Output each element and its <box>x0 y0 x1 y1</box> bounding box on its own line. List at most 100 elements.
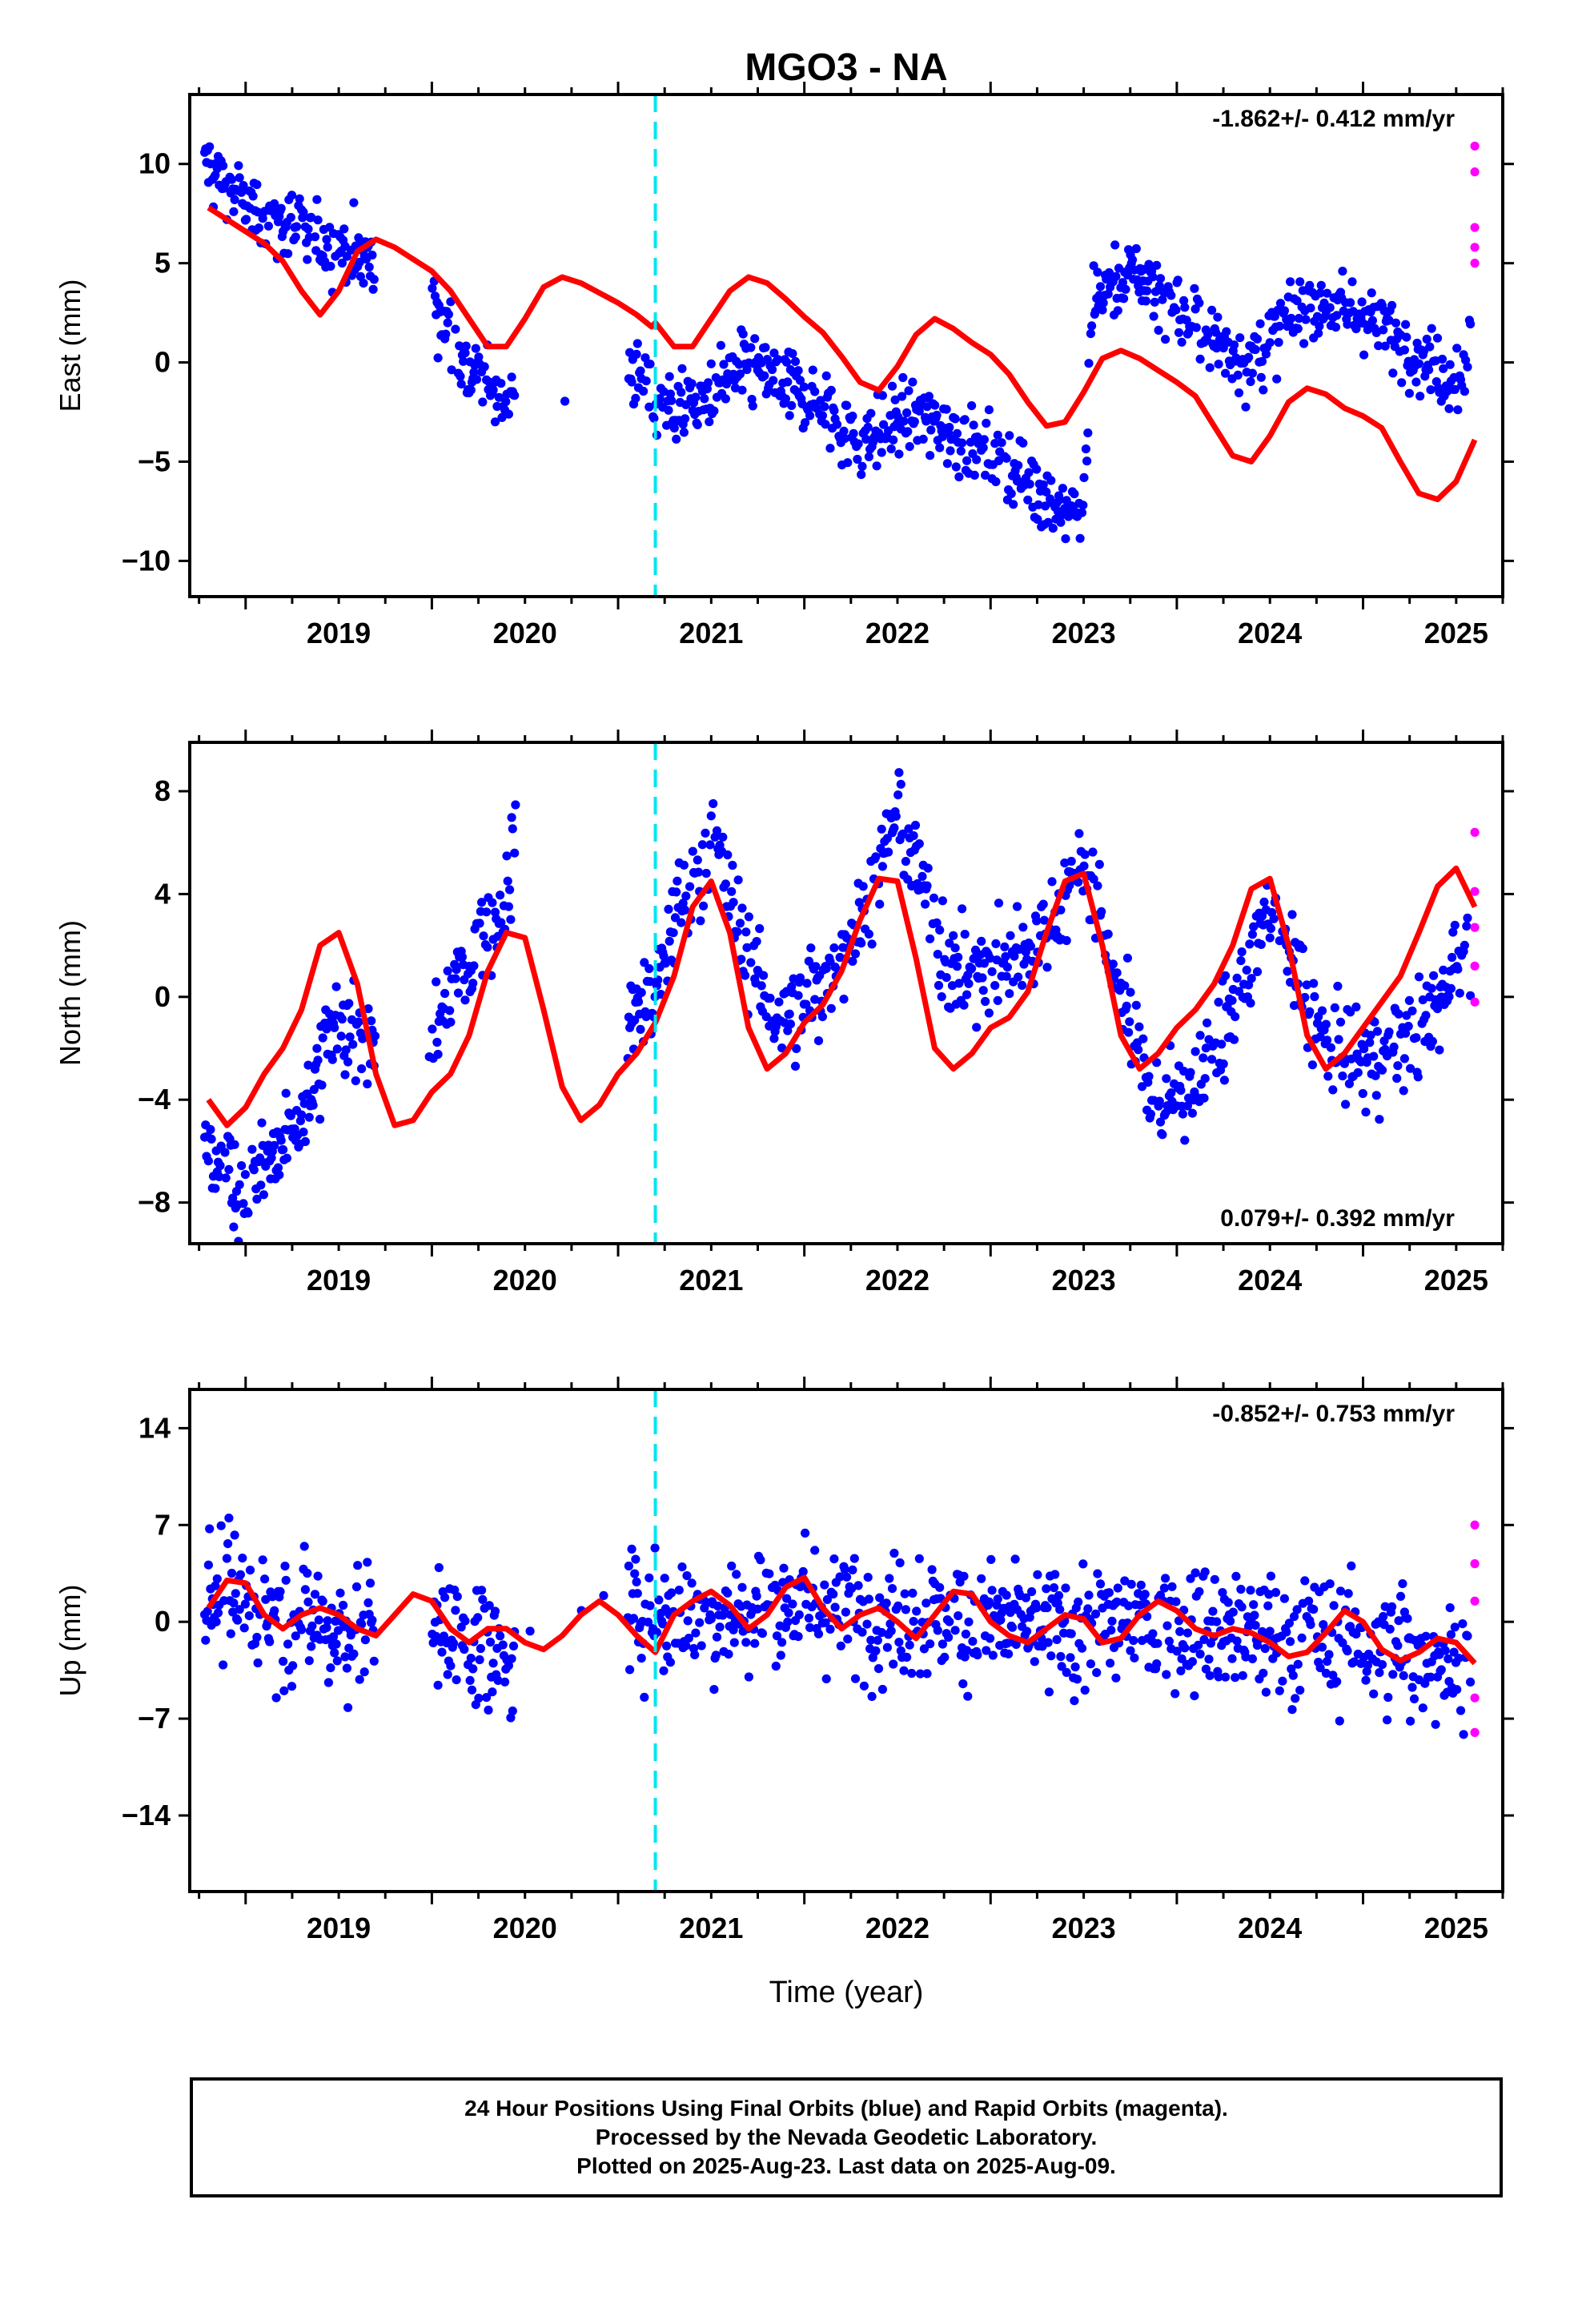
final-orbit-point <box>363 1598 373 1607</box>
final-orbit-point <box>978 986 988 995</box>
final-orbit-point <box>312 1043 322 1053</box>
final-orbit-point <box>1314 328 1323 338</box>
final-orbit-point <box>1300 1576 1310 1586</box>
final-orbit-point <box>630 1015 640 1025</box>
final-orbit-point <box>962 990 972 999</box>
final-orbit-point <box>733 875 743 885</box>
final-orbit-point <box>1213 312 1223 322</box>
final-orbit-point <box>258 1555 267 1565</box>
final-orbit-point <box>742 943 752 952</box>
final-orbit-point <box>1079 861 1089 870</box>
final-orbit-point <box>354 1017 363 1027</box>
rapid-orbit-point <box>1470 1727 1480 1737</box>
final-orbit-point <box>821 1618 830 1627</box>
final-orbit-point <box>1199 1053 1208 1063</box>
final-orbit-point <box>967 401 977 411</box>
final-orbit-point <box>1399 1086 1408 1096</box>
final-orbit-point <box>243 1208 253 1218</box>
final-orbit-point <box>750 334 760 344</box>
final-orbit-point <box>839 995 849 1004</box>
final-orbit-point <box>1141 296 1150 306</box>
final-orbit-point <box>1444 404 1454 413</box>
final-orbit-point <box>1152 1659 1162 1669</box>
final-orbit-point <box>918 434 928 444</box>
final-orbit-point <box>332 1656 342 1666</box>
final-orbit-point <box>440 988 450 999</box>
final-orbit-point <box>1255 319 1265 328</box>
final-orbit-point <box>207 1134 216 1144</box>
final-orbit-point <box>1295 277 1305 287</box>
final-orbit-point <box>503 876 512 886</box>
final-orbit-point <box>798 1566 808 1577</box>
final-orbit-point <box>253 207 263 217</box>
final-orbit-point <box>1106 1626 1116 1635</box>
final-orbit-point <box>599 1590 608 1600</box>
final-orbit-point <box>1450 1622 1460 1632</box>
final-orbit-point <box>1049 1583 1059 1593</box>
final-orbit-point <box>1103 929 1113 939</box>
final-orbit-point <box>1042 487 1051 497</box>
final-orbit-point <box>1191 1047 1200 1056</box>
final-orbit-point <box>639 386 648 396</box>
final-orbit-point <box>907 1668 917 1679</box>
final-orbit-point <box>446 1661 456 1671</box>
y-axis-label: North (mm) <box>54 920 86 1066</box>
final-orbit-point <box>1146 1109 1155 1119</box>
final-orbit-point <box>1218 1588 1227 1598</box>
final-orbit-point <box>1046 1651 1056 1661</box>
final-orbit-point <box>935 1582 945 1592</box>
final-orbit-point <box>723 1588 733 1598</box>
final-orbit-point <box>810 387 820 396</box>
final-orbit-point <box>645 360 655 369</box>
final-orbit-point <box>1402 332 1411 342</box>
final-orbit-point <box>1221 971 1231 980</box>
final-orbit-point <box>732 1570 741 1579</box>
final-orbit-point <box>507 813 516 822</box>
final-orbit-point <box>669 928 678 938</box>
final-orbit-point <box>1048 524 1058 533</box>
final-orbit-point <box>1070 1662 1080 1672</box>
final-orbit-point <box>1366 1031 1375 1040</box>
final-orbit-point <box>1025 480 1034 489</box>
final-orbit-point <box>1392 1073 1402 1084</box>
final-orbit-point <box>769 1034 779 1043</box>
final-orbit-point <box>303 1568 312 1578</box>
final-orbit-point <box>216 1521 226 1530</box>
final-orbit-point <box>1463 362 1472 372</box>
final-orbit-point <box>279 1145 288 1155</box>
final-orbit-point <box>1095 282 1106 292</box>
final-orbit-point <box>1246 376 1255 387</box>
final-orbit-point <box>1372 1027 1383 1036</box>
final-orbit-point <box>658 1619 668 1629</box>
final-orbit-point <box>286 212 295 223</box>
final-orbit-point <box>1162 1074 1171 1084</box>
final-orbit-point <box>1186 1068 1195 1077</box>
final-orbit-point <box>1161 335 1170 344</box>
final-orbit-point <box>1411 1033 1421 1043</box>
final-orbit-point <box>1421 1631 1431 1641</box>
final-orbit-point <box>894 1638 904 1647</box>
final-orbit-point <box>877 391 887 400</box>
final-orbit-point <box>1086 1659 1095 1669</box>
final-orbit-point <box>348 1039 358 1049</box>
final-orbit-point <box>729 1638 739 1647</box>
final-orbit-point <box>1194 1640 1203 1650</box>
panel-up: 14 7 0 −7 −14 2019 2020 2021 2022 2023 2024 2025 Up … <box>54 1377 1514 1944</box>
final-orbit-point <box>649 413 659 423</box>
final-orbit-point <box>1182 1628 1192 1638</box>
final-orbit-point <box>935 443 945 452</box>
final-orbit-point <box>310 232 320 242</box>
final-orbit-point <box>484 1601 494 1610</box>
x-tick-label: 2024 <box>1238 1264 1302 1297</box>
final-orbit-point <box>1316 280 1326 290</box>
final-orbit-point <box>1207 1055 1217 1064</box>
final-orbit-point <box>742 364 752 375</box>
final-orbit-point <box>954 1611 963 1621</box>
final-orbit-point <box>1229 340 1239 350</box>
final-orbit-point <box>1460 387 1469 396</box>
final-orbit-point <box>1043 1638 1053 1647</box>
final-orbit-point <box>1084 1590 1094 1600</box>
final-orbit-point <box>1030 1657 1039 1667</box>
x-tick-label: 2020 <box>493 617 557 649</box>
